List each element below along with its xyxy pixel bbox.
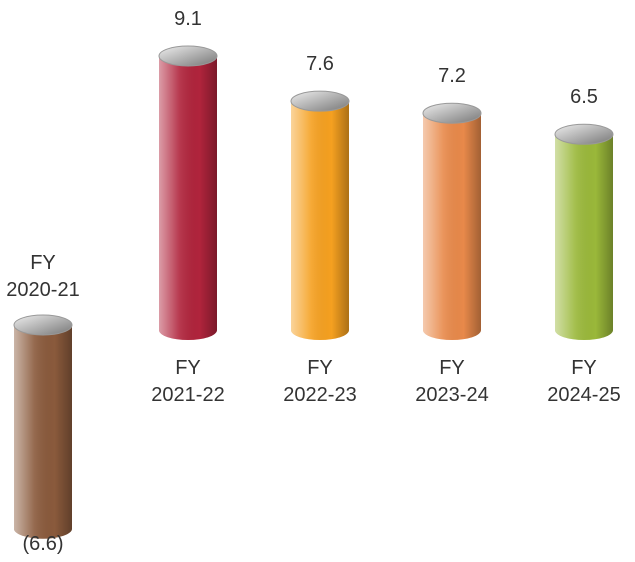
bar-shine [423,113,481,340]
value-label: 6.5 [570,86,598,109]
category-label: FY 2020-21 [6,252,80,301]
category-label: FY 2021-22 [151,357,225,406]
category-label: FY 2023-24 [415,357,489,406]
bar-cap [554,123,614,145]
bar-cap [422,102,482,124]
category-label: FY 2024-25 [547,357,621,406]
bar-shine [159,56,217,340]
bar-shine [555,134,613,340]
bar-shine [291,101,349,341]
bar-shine [14,325,72,539]
bar-cap [290,90,350,112]
value-label: 7.6 [306,53,334,76]
bar-cap [13,314,73,336]
value-label: 9.1 [174,8,202,30]
bar-cap [158,45,218,67]
category-label: FY 2022-23 [283,357,357,406]
value-label: (6.6) [22,532,64,555]
value-label: 7.2 [438,65,466,88]
